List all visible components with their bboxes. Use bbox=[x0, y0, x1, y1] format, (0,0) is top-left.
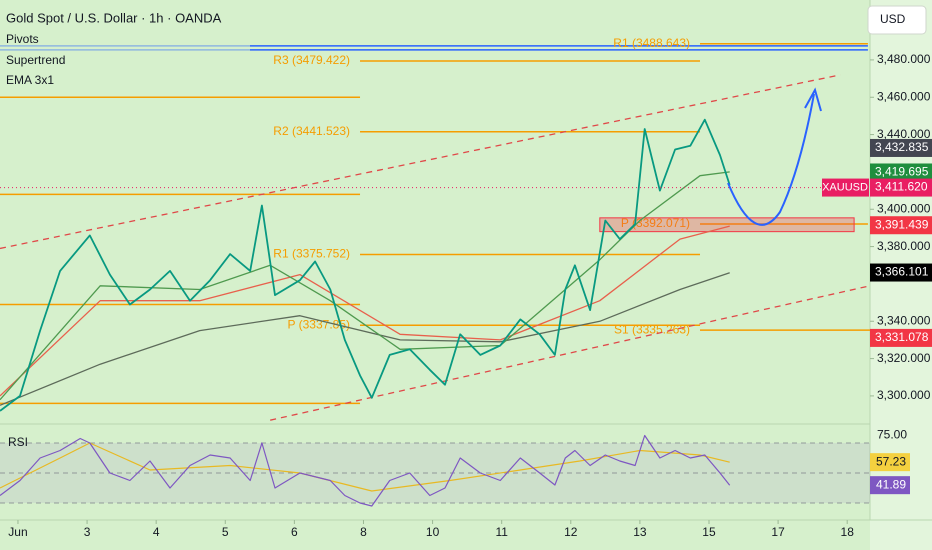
y-tick-label: 3,460.000 bbox=[877, 89, 931, 103]
chart-title: Gold Spot / U.S. Dollar · 1h · OANDA bbox=[6, 10, 222, 25]
rsi-title: RSI bbox=[8, 435, 28, 449]
rsi-line bbox=[0, 434, 731, 507]
rsi-tag-label: 41.89 bbox=[876, 477, 906, 491]
x-tick-label: 12 bbox=[564, 525, 578, 539]
ema-line bbox=[0, 171, 730, 401]
x-tick-label: Jun bbox=[8, 525, 27, 539]
indicator-label: Supertrend bbox=[6, 53, 65, 67]
symbol-tag bbox=[822, 178, 869, 197]
price-tag-label: 3,419.695 bbox=[875, 165, 929, 179]
price-tag bbox=[870, 263, 932, 282]
legend-backdrop bbox=[0, 0, 250, 92]
price-tag bbox=[870, 178, 932, 197]
y-tick-label: 3,480.000 bbox=[877, 52, 931, 66]
y-tick-label: 3,340.000 bbox=[877, 313, 931, 327]
pivot-label: R2 (3441.523) bbox=[273, 124, 350, 138]
symbol-tag-label: XAUUSD bbox=[822, 181, 868, 193]
y-tick-label: 3,380.000 bbox=[877, 239, 931, 253]
x-tick-label: 15 bbox=[702, 525, 716, 539]
x-tick-label: 8 bbox=[360, 525, 367, 539]
pivot-label: R3 (3479.422) bbox=[273, 53, 350, 67]
arrow-head bbox=[804, 87, 822, 112]
y-tick-label: 3,300.000 bbox=[877, 388, 931, 402]
price-tag-label: 3,391.439 bbox=[875, 217, 929, 231]
ema-line bbox=[0, 225, 730, 397]
rsi-tag bbox=[870, 476, 910, 495]
x-tick-label: 13 bbox=[633, 525, 647, 539]
price-tag bbox=[870, 138, 932, 157]
price-tag bbox=[870, 328, 932, 347]
supply-zone bbox=[599, 217, 855, 233]
y-tick-label: 3,320.000 bbox=[877, 351, 931, 365]
price-tag-label: 3,432.835 bbox=[875, 140, 929, 154]
currency-box[interactable] bbox=[867, 5, 927, 35]
x-tick-label: 17 bbox=[771, 525, 785, 539]
pivot-label: R1 (3488.643) bbox=[613, 36, 690, 50]
rsi-tag-label: 57.23 bbox=[876, 454, 906, 468]
price-line bbox=[0, 118, 731, 412]
x-tick-label: 6 bbox=[291, 525, 298, 539]
indicator-label: Pivots bbox=[6, 32, 39, 46]
currency-label[interactable]: USD bbox=[880, 12, 906, 26]
projection-arrow bbox=[727, 93, 815, 226]
x-tick-label: 18 bbox=[841, 525, 855, 539]
x-tick-label: 11 bbox=[495, 525, 508, 539]
ema-line bbox=[0, 272, 730, 406]
indicator-label: EMA 3x1 bbox=[6, 73, 54, 87]
x-tick-label: 4 bbox=[153, 525, 160, 539]
rsi-tick-label: 75.00 bbox=[877, 428, 907, 442]
price-tag-label: 3,366.101 bbox=[875, 265, 929, 279]
channel-line bbox=[0, 74, 841, 250]
x-tick-label: 10 bbox=[426, 525, 440, 539]
price-tag-label: 3,411.620 bbox=[875, 180, 928, 194]
rsi-tag bbox=[870, 453, 910, 472]
y-tick-label: 3,400.000 bbox=[877, 201, 931, 215]
pivot-label: P (3337.85) bbox=[288, 317, 351, 331]
pivot-label: R1 (3375.752) bbox=[273, 247, 350, 261]
x-tick-label: 5 bbox=[222, 525, 229, 539]
price-tag bbox=[870, 163, 932, 182]
price-tag-label: 3,331.078 bbox=[875, 330, 929, 344]
price-tag bbox=[870, 216, 932, 235]
y-tick-label: 3,440.000 bbox=[877, 127, 931, 141]
chart-layer: Jun 3 4 5 6 8 10 11 12 13 15 17 18 3,300.000 3,320.000… bbox=[0, 36, 932, 539]
pivot-label: P (3392.071) bbox=[621, 216, 690, 230]
pivot-label: S1 (3335.263) bbox=[614, 322, 690, 336]
channel-line bbox=[270, 285, 871, 421]
x-tick-label: 3 bbox=[84, 525, 91, 539]
